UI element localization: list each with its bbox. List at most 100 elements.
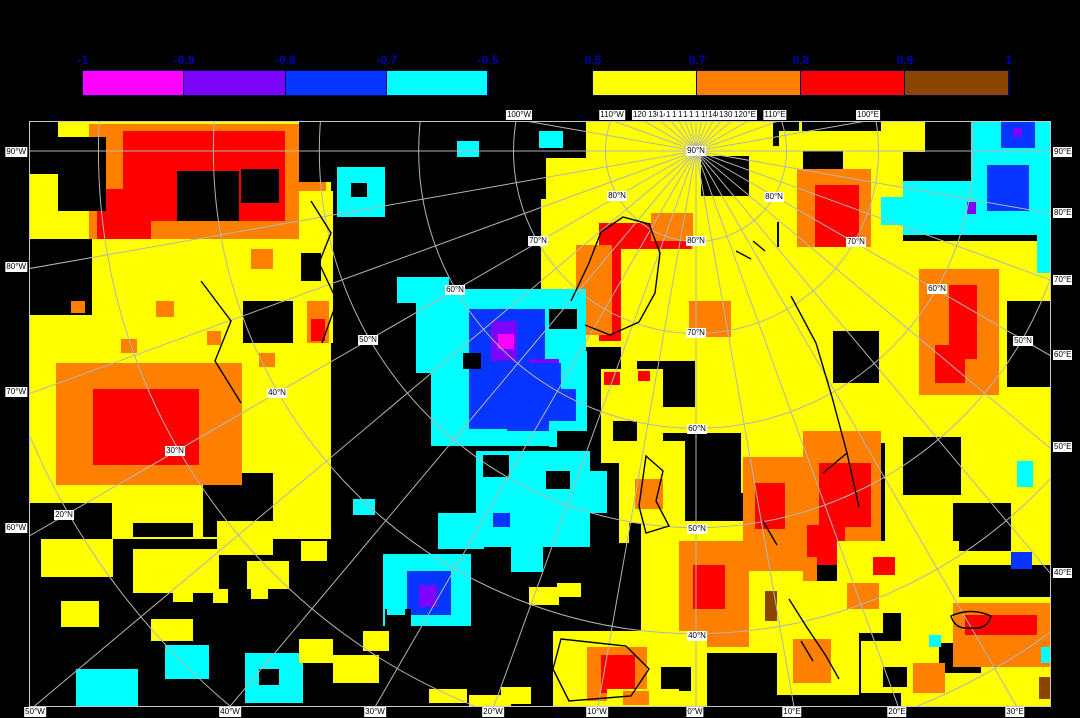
data-cell [121,339,137,353]
colorbar-negative-tick: -0.9 [173,53,195,67]
data-cell [693,565,725,609]
coastlines [200,200,992,702]
data-cell [1041,647,1050,663]
edge-label-left: 80°W [5,262,27,272]
edge-label-top: 100°E [856,110,880,120]
data-cell [311,319,325,341]
colorbar-positive-segment-0 [593,71,697,95]
data-cell [967,202,976,214]
data-cell [965,615,1037,635]
meridian-line [33,150,697,706]
map-canvas: 90°N 80°N 70°N 60°N 50°N 40°N 80°N 70°N 60°N 50°N… [29,121,1051,707]
colorbar-negative-segment-3 [386,71,488,95]
data-cell [493,513,510,527]
meridian-line [695,150,1050,574]
colorbar-positive: 0.5 0.7 0.8 0.9 1 [585,53,1012,96]
colorbar-negative-segment-0 [83,71,185,95]
data-cell [601,655,635,693]
data-cell [1013,128,1022,137]
data-cell [299,122,331,182]
data-cell [987,165,1029,211]
meridian-line [695,150,1050,356]
data-cell [41,539,113,577]
meridian-line [30,150,697,394]
data-cell [213,589,228,603]
data-cell [301,541,327,561]
edge-label-top: 130°E [718,110,742,120]
data-cell [873,557,895,575]
meridian-line [493,150,697,706]
latitude-circle [98,122,1050,706]
data-cell [387,597,405,615]
data-cell [847,583,879,609]
colorbar-positive-segment-1 [697,71,801,95]
edge-label-top: 110°W [599,110,625,120]
data-cell [299,639,333,663]
data-cell [529,587,559,605]
data-cell [259,669,279,685]
colorbar-negative-tick: -0.5 [477,53,499,67]
meridian-line [695,150,1050,214]
data-cell [819,463,871,527]
data-cell [463,353,481,369]
data-cell [498,334,514,349]
edge-label-left: 70°W [5,387,27,397]
edge-label-left: 60°W [5,523,27,533]
edge-label-right: 40°E [1053,568,1073,578]
data-cell [1007,301,1050,387]
edge-label-top: 100°W [505,110,533,120]
data-cell [483,455,509,477]
data-cell [353,499,375,515]
colorbar-positive-tick: 0.7 [688,53,706,67]
colorbar-positive-tick: 1 [1005,53,1013,67]
data-cell [587,471,607,513]
colorbar-positive-tick: 0.8 [792,53,810,67]
data-cell [76,669,138,706]
data-cell [30,122,58,174]
data-cell [173,586,193,602]
data-cell [151,619,193,641]
colorbar-negative-segment-2 [285,71,387,95]
data-cell [755,483,785,529]
data-cell [217,521,273,555]
edge-label-top: 110°E [763,110,787,120]
meridian-line [374,150,697,706]
meridian-line [695,150,795,706]
data-cell [604,372,620,385]
data-cell [419,585,437,607]
edge-label-bottom: 10°E [782,707,802,717]
data-cell [857,613,883,633]
data-cell [546,471,570,489]
data-cell [1039,677,1050,699]
meridian-line [597,150,697,706]
data-cell [833,331,879,383]
data-cell [301,253,321,281]
data-cell [177,171,239,227]
edge-label-bottom: 50°W [24,707,46,717]
colorbar-negative-tick: -0.7 [376,53,398,67]
edge-label-top: 120°W [631,110,659,120]
data-cell [623,691,649,705]
data-cell [793,639,831,683]
edge-label-right: 50°E [1053,442,1073,452]
edge-label-bottom: 0°W [686,707,704,717]
data-cell [351,183,367,197]
meridian-line [695,150,899,706]
meridian-line [695,150,1018,706]
data-cell [156,301,174,317]
data-cell [661,667,691,691]
data-cell [133,549,219,593]
data-cell [883,667,907,687]
meridian-line [30,150,697,269]
data-cell [881,197,913,225]
edge-label-bottom: 10°W [586,707,608,717]
data-cell [815,185,859,247]
data-cell [549,309,577,329]
edge-label-bottom: 40°W [219,707,241,717]
data-cell [638,371,650,381]
data-cell [457,141,479,157]
edge-label-right: 80°E [1053,208,1073,218]
data-cell [511,544,543,572]
data-cell [469,695,511,706]
edge-label-top: 120°E [733,110,757,120]
